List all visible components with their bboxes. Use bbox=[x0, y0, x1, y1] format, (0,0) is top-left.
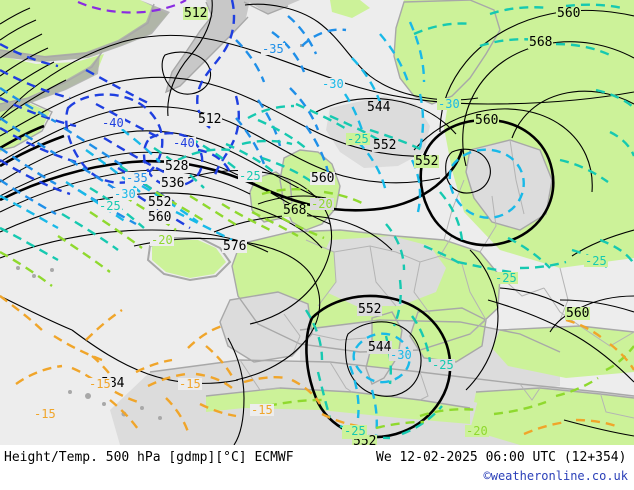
temp-contour-m45 bbox=[77, 0, 187, 14]
chart-valid-time: We 12-02-2025 06:00 UTC (12+354) bbox=[376, 450, 627, 465]
chart-title: Height/Temp. 500 hPa [gdmp][°C] ECMWF bbox=[4, 450, 294, 465]
footer-bar: Height/Temp. 500 hPa [gdmp][°C] ECMWF We… bbox=[0, 445, 634, 490]
map-svg bbox=[0, 0, 634, 445]
height-contour-552-italy bbox=[305, 294, 452, 439]
country-border-layer bbox=[239, 139, 634, 419]
copyright-credit: ©weatheronline.co.uk bbox=[483, 469, 629, 483]
map-canvas[interactable]: 512 512 528 536 552 560 560 568 576 584 544 552 552 5… bbox=[0, 0, 634, 445]
height-contour-544-italy bbox=[344, 321, 422, 397]
height-contour-544-eeurope bbox=[445, 148, 491, 194]
